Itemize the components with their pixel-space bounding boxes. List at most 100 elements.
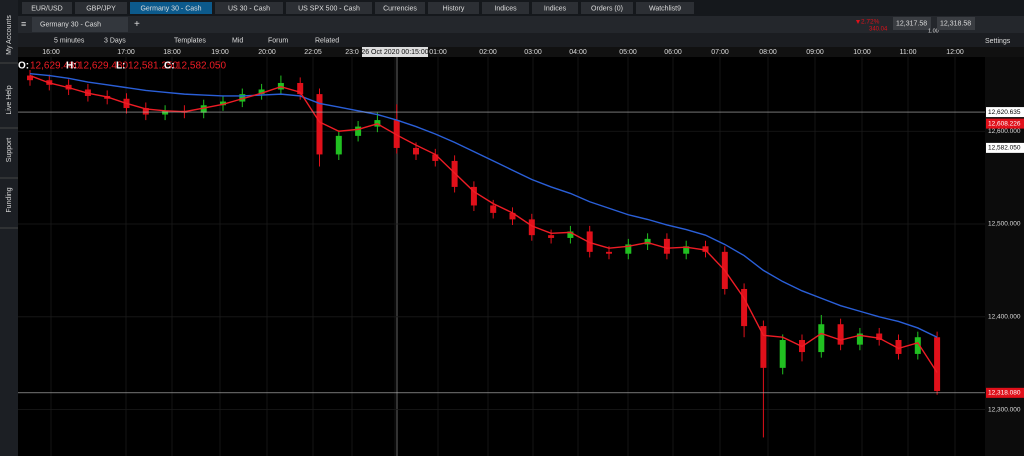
candle-body — [663, 238, 670, 254]
tab[interactable] — [636, 2, 694, 14]
tab[interactable] — [482, 2, 529, 14]
toolbar-item[interactable]: Related — [315, 37, 339, 44]
tab-label: Currencies — [383, 5, 417, 12]
time-label: 26 Oct 2020 00:15:00 — [361, 49, 428, 56]
ohlc-label: L: — [116, 61, 125, 72]
toolbar-item[interactable]: Forum — [268, 37, 288, 44]
tab-label: Indices — [494, 5, 517, 12]
down-arrow — [856, 20, 860, 24]
candle-body — [818, 324, 825, 353]
instrument-bar — [18, 16, 1024, 33]
time-label: 23:0 — [345, 49, 359, 56]
candle-body — [760, 326, 767, 368]
time-label: 04:00 — [569, 49, 587, 56]
sidebar-label[interactable]: Support — [6, 138, 13, 163]
candle-body — [316, 94, 323, 155]
tab-label: Indices — [544, 5, 567, 12]
candle-body — [509, 212, 516, 220]
time-label: 02:00 — [479, 49, 497, 56]
tab-label: EUR/USD — [31, 5, 63, 12]
candle-body — [335, 135, 342, 155]
sidebar-label[interactable]: Funding — [6, 187, 13, 212]
tab[interactable] — [286, 2, 372, 14]
candle-body — [876, 333, 883, 341]
y-tick-label: 12,600.000 — [988, 128, 1021, 135]
toolbar-item[interactable]: Mid — [232, 37, 243, 44]
price-marker-label: 12,582.050 — [988, 145, 1021, 152]
sidebar-label[interactable]: Live Help — [6, 85, 13, 114]
ohlc-value: 12,582.050 — [176, 61, 226, 72]
menu-icon[interactable]: ≡ — [21, 19, 26, 29]
time-highlight — [362, 47, 428, 57]
buy-price: 12,318.58 — [940, 20, 971, 27]
candle-body — [606, 251, 612, 254]
instrument-tab[interactable] — [32, 17, 128, 32]
tab-label: GBP/JPY — [86, 5, 116, 12]
toolbar-item[interactable]: 5 minutes — [54, 37, 85, 44]
price-marker — [986, 387, 1024, 398]
time-label: 09:00 — [806, 49, 824, 56]
candle-body — [934, 337, 941, 392]
candle-body — [548, 235, 555, 238]
tab[interactable] — [75, 2, 127, 14]
candle-body — [413, 147, 419, 155]
time-label: 07:00 — [711, 49, 729, 56]
candle-body — [239, 94, 246, 102]
tab-label: Germany 30 - Cash — [140, 5, 201, 12]
candle-body — [683, 246, 690, 254]
candle-body — [355, 126, 362, 136]
tab[interactable] — [375, 2, 425, 14]
ohlc-value: 12,581.250 — [128, 61, 178, 72]
add-tab[interactable]: + — [134, 19, 140, 30]
ohlc-label: H: — [66, 61, 77, 72]
ohlc-value: 12,629.480 — [30, 61, 80, 72]
candle-body — [895, 340, 902, 354]
candle-body — [586, 231, 593, 252]
candle-body — [856, 333, 863, 345]
tab-label: Orders (0) — [591, 5, 623, 12]
time-label: 22:05 — [304, 49, 322, 56]
tab[interactable] — [22, 2, 72, 14]
candle-body — [702, 246, 709, 252]
tab-label: US SPX 500 - Cash — [298, 5, 360, 12]
price-marker-label: 12,620.635 — [988, 109, 1021, 116]
time-label: 03:00 — [524, 49, 542, 56]
sidebar-label[interactable]: My Accounts — [6, 15, 13, 55]
time-label: 05:00 — [619, 49, 637, 56]
candle-body — [528, 219, 535, 236]
price-marker-label: 12,608.226 — [988, 120, 1021, 127]
toolbar-item[interactable]: 3 Days — [104, 37, 126, 44]
ema-line — [29, 74, 938, 373]
tab[interactable] — [532, 2, 578, 14]
candle-body — [162, 110, 169, 115]
price-marker — [986, 118, 1024, 129]
y-tick-label: 12,400.000 — [988, 314, 1021, 321]
buy-box[interactable] — [937, 17, 975, 30]
candle-body — [741, 288, 748, 327]
candle-body — [625, 244, 632, 254]
tab[interactable] — [130, 2, 212, 14]
candle-body — [297, 82, 304, 95]
quote-points: 340.04 — [869, 27, 888, 33]
time-label: 01:00 — [429, 49, 447, 56]
candle-body — [837, 324, 844, 345]
tab[interactable] — [581, 2, 633, 14]
tab[interactable] — [215, 2, 283, 14]
sell-box[interactable] — [893, 17, 931, 30]
tab[interactable] — [428, 2, 479, 14]
ohlc-label: O: — [18, 61, 29, 72]
candle-body — [200, 105, 207, 113]
quote-change: 2.72% — [861, 19, 880, 26]
toolbar-item[interactable]: Templates — [174, 37, 206, 44]
settings[interactable]: Settings — [985, 38, 1011, 45]
candle-body — [432, 154, 439, 161]
time-label: 19:00 — [211, 49, 229, 56]
time-label: 12:00 — [946, 49, 964, 56]
candle-body — [258, 89, 265, 95]
time-axis — [18, 47, 1024, 57]
candle-body — [779, 340, 786, 368]
candle-body — [220, 101, 226, 106]
instrument-tab-label: Germany 30 - Cash — [40, 21, 101, 28]
